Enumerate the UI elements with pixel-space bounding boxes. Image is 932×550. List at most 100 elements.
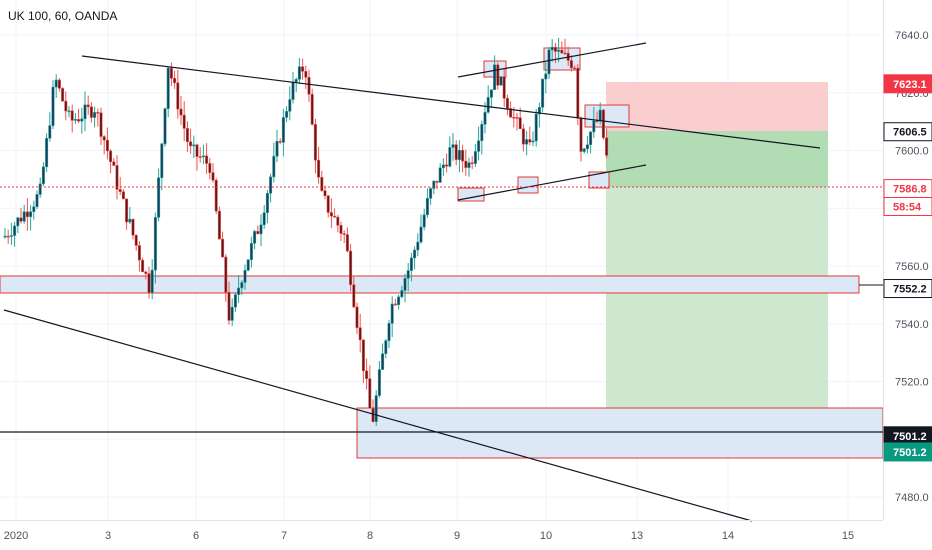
candle [512,107,516,128]
candle [115,155,119,200]
candlestick-series [3,38,609,427]
stop-price-badge: 7623.1 [883,74,932,94]
candle [464,149,468,176]
candle [77,108,81,124]
candle [25,198,29,231]
candle [13,221,17,247]
candle [493,55,497,91]
candle [137,241,141,272]
candle [41,162,45,187]
candle [374,390,378,427]
candle [131,218,135,240]
candle [413,246,417,270]
candle [224,254,228,302]
candle [336,214,340,233]
candle [29,205,33,231]
candle [339,221,343,242]
trade-zones [606,82,828,432]
candle [208,158,212,180]
candle [313,118,317,174]
candle [205,143,209,174]
svg-text:7501.2: 7501.2 [893,431,927,443]
candle [163,107,167,147]
candle [176,69,180,119]
candle [73,113,77,125]
time-axis[interactable]: 2020 3 6 7 8 9 10 13 14 15 [0,520,883,543]
candle [144,270,148,280]
candle [541,78,545,112]
candle [473,143,477,168]
candle [243,264,247,290]
channel-top-line[interactable] [457,42,647,78]
entry-price-badge: 7606.5 [883,122,932,142]
candle [361,339,365,383]
candle [435,180,439,189]
candle [96,108,100,127]
candle [304,65,308,90]
candle [582,147,586,154]
small-zone-6[interactable] [588,171,610,189]
candle [285,106,289,123]
candle [128,207,132,225]
candle [112,157,116,166]
candle [201,144,205,165]
upper-trendline[interactable] [81,55,821,149]
candle [89,102,93,123]
candle [105,127,109,160]
candle [563,38,567,55]
candle [448,136,452,168]
candle [502,68,506,108]
candle [6,229,10,244]
target-profit-zone[interactable] [606,187,828,432]
candle [259,214,263,247]
candle [278,138,282,145]
candle [429,187,433,205]
candle [214,177,218,214]
candle [211,163,215,183]
stop-loss-zone[interactable] [606,82,828,131]
small-zone-5[interactable] [517,176,539,194]
candle [272,142,276,183]
candle [179,95,183,125]
candle [454,140,458,166]
entry-profit-zone[interactable] [606,131,828,187]
candle [141,257,145,273]
price-tick-label: 7540.0 [895,319,929,331]
candle [368,365,372,409]
chart-title: UK 100, 60, OANDA [8,9,117,23]
channel-bottom-line[interactable] [457,164,647,201]
candle [70,104,74,133]
candle [547,46,551,79]
demand-zone-7500[interactable] [356,407,884,459]
small-zone-4[interactable] [457,187,485,202]
price-tick-label: 7480.0 [895,492,929,504]
candle [355,302,359,334]
candle [445,153,449,173]
candle [32,200,36,220]
candle [192,135,196,158]
lower-trendline[interactable] [3,309,753,522]
candle [422,208,426,231]
candle [480,120,484,155]
support-zone-7552[interactable] [0,275,860,294]
candle [125,198,129,230]
candle [109,149,113,174]
candle [240,280,244,295]
candle [297,57,301,85]
candle [333,208,337,218]
candle [461,144,465,173]
svg-text:7586.8: 7586.8 [893,184,927,196]
candle [169,62,173,87]
candle [579,116,583,162]
candle [269,173,273,203]
candle [54,74,58,99]
candle [99,107,103,145]
price-tick-label: 7640.0 [895,30,929,42]
last-price-badge: 7586.8 [883,179,932,199]
candle [265,189,269,224]
candle [262,204,266,229]
price-axis[interactable]: 7640.07620.07600.07580.07560.07540.07520… [883,0,932,520]
candle [189,128,193,154]
